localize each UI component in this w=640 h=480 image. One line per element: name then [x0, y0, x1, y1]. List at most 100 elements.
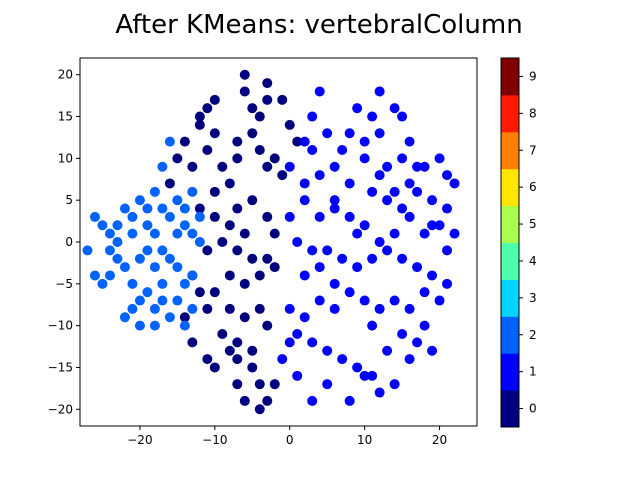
data-point-cluster-1: [442, 278, 453, 289]
data-point-cluster-2: [157, 203, 168, 214]
data-point-cluster-2: [164, 312, 175, 323]
data-point-cluster-0: [209, 128, 220, 139]
data-point-cluster-0: [262, 94, 273, 105]
data-point-cluster-1: [277, 354, 288, 365]
data-point-cluster-2: [112, 220, 123, 231]
colorbar-segment: [501, 316, 519, 354]
data-point-cluster-2: [149, 320, 160, 331]
data-point-cluster-1: [359, 220, 370, 231]
data-point-cluster-1: [404, 354, 415, 365]
colorbar: 0 1 2 3 4 5 6 7 8 9: [500, 57, 537, 428]
data-point-cluster-0: [262, 161, 273, 172]
data-point-cluster-1: [382, 195, 393, 206]
data-point-cluster-0: [254, 111, 265, 122]
data-point-cluster-2: [157, 245, 168, 256]
colorbar-tick-label: 0: [529, 402, 537, 416]
data-point-cluster-2: [164, 253, 175, 264]
data-point-cluster-1: [329, 278, 340, 289]
data-point-cluster-0: [202, 145, 213, 155]
y-tick-label: −5: [55, 277, 73, 291]
data-point-cluster-1: [344, 287, 355, 298]
data-point-cluster-0: [217, 329, 228, 339]
data-point-cluster-1: [359, 136, 370, 147]
data-point-cluster-1: [397, 253, 408, 264]
colorbar-segment: [501, 58, 519, 96]
data-point-cluster-2: [164, 211, 175, 222]
data-point-cluster-0: [164, 178, 175, 189]
x-tick-label: 0: [286, 433, 294, 447]
data-point-cluster-1: [404, 178, 415, 189]
colorbar-segment: [501, 168, 519, 207]
data-point-cluster-1: [292, 370, 303, 381]
data-point-cluster-1: [322, 345, 333, 356]
data-point-cluster-1: [412, 186, 423, 197]
data-point-cluster-1: [307, 245, 318, 256]
data-point-cluster-1: [307, 395, 318, 406]
data-point-cluster-0: [194, 203, 205, 214]
y-axis: −20 −15 −10 −5 0 5 10 15 20: [48, 68, 80, 416]
data-point-cluster-1: [329, 203, 340, 214]
data-point-cluster-2: [157, 278, 168, 289]
data-point-cluster-2: [142, 220, 153, 231]
data-point-cluster-1: [367, 186, 378, 197]
y-tick-label: −10: [48, 319, 73, 333]
data-point-cluster-1: [419, 320, 430, 331]
data-point-cluster-1: [284, 161, 295, 172]
data-point-cluster-1: [419, 228, 430, 239]
data-point-cluster-0: [239, 278, 250, 289]
data-point-cluster-1: [434, 220, 445, 231]
data-point-cluster-2: [179, 278, 190, 289]
data-point-cluster-2: [97, 278, 108, 289]
data-point-cluster-2: [119, 312, 130, 323]
data-point-cluster-2: [104, 245, 115, 256]
data-point-cluster-1: [344, 395, 355, 406]
data-point-cluster-0: [262, 78, 273, 89]
data-point-cluster-2: [134, 295, 145, 306]
data-point-cluster-0: [269, 379, 280, 390]
data-point-cluster-0: [247, 362, 258, 373]
data-point-cluster-0: [187, 161, 198, 172]
data-point-cluster-2: [127, 228, 138, 239]
data-point-cluster-0: [202, 245, 213, 256]
data-point-cluster-1: [374, 237, 385, 247]
data-point-cluster-1: [367, 111, 378, 122]
data-point-cluster-1: [352, 362, 363, 373]
data-point-cluster-2: [104, 270, 115, 281]
data-point-cluster-0: [217, 237, 228, 247]
data-point-cluster-1: [359, 153, 370, 164]
data-point-cluster-1: [449, 228, 460, 239]
data-point-cluster-1: [374, 387, 385, 398]
data-point-cluster-1: [284, 211, 295, 222]
colorbar-segment: [501, 131, 519, 170]
data-point-cluster-1: [284, 337, 295, 348]
colorbar-tick-label: 9: [529, 69, 537, 83]
data-point-cluster-1: [359, 295, 370, 306]
data-point-cluster-0: [232, 153, 243, 164]
data-point-cluster-2: [187, 228, 198, 239]
data-point-cluster-2: [127, 278, 138, 289]
data-point-cluster-1: [344, 211, 355, 222]
data-point-cluster-0: [232, 379, 243, 390]
data-point-cluster-1: [442, 245, 453, 256]
data-point-cluster-0: [269, 262, 280, 273]
data-point-cluster-0: [284, 119, 295, 130]
data-point-cluster-0: [277, 94, 288, 105]
chart-title: After KMeans: vertebralColumn: [115, 10, 522, 40]
data-point-cluster-1: [307, 111, 318, 122]
data-point-cluster-1: [419, 287, 430, 298]
data-point-cluster-1: [389, 295, 400, 306]
data-point-cluster-2: [179, 203, 190, 214]
data-point-cluster-1: [427, 220, 438, 231]
data-point-cluster-0: [292, 136, 303, 147]
data-point-cluster-2: [142, 287, 153, 298]
data-point-cluster-1: [314, 211, 325, 222]
data-point-cluster-0: [262, 211, 273, 222]
data-point-cluster-1: [344, 128, 355, 139]
data-point-cluster-1: [314, 295, 325, 306]
data-point-cluster-2: [89, 270, 100, 281]
colorbar-tick-label: 6: [529, 180, 537, 194]
data-point-cluster-1: [284, 303, 295, 314]
colorbar-segment: [501, 94, 519, 133]
data-point-cluster-0: [172, 153, 183, 164]
data-point-cluster-0: [247, 103, 258, 114]
